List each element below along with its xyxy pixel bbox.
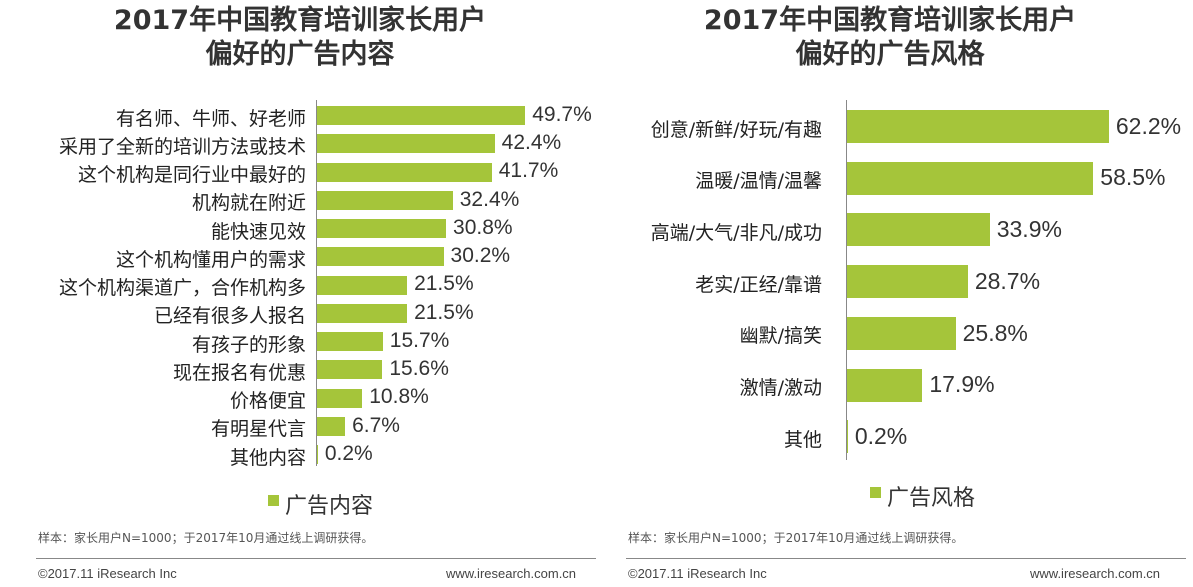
category-label: 有名师、牛师、好老师 [115, 107, 306, 130]
category-label: 这个机构懂用户的需求 [115, 248, 306, 271]
category-label: 已经有很多人报名 [153, 305, 306, 328]
website-right: www.iresearch.com.cn [1030, 566, 1161, 581]
data-label: 15.6% [389, 357, 449, 381]
category-label: 其他内容 [229, 446, 306, 469]
category-label: 有孩子的形象 [191, 333, 306, 356]
category-label: 这个机构是同行业中最好的 [77, 164, 306, 186]
category-label: 其他 [783, 428, 822, 451]
category-label: 老实/正经/靠谱 [695, 273, 822, 296]
bar [847, 161, 1094, 195]
y-axis [316, 100, 317, 466]
bar [317, 332, 383, 351]
sample-note: 样本：家长用户N=1000；于2017年10月通过线上调研获得。 [38, 531, 374, 545]
divider [36, 558, 596, 559]
data-label: 30.8% [453, 215, 513, 239]
data-label: 15.7% [389, 328, 450, 352]
bar [317, 190, 453, 210]
category-label: 有明星代言 [210, 418, 306, 441]
legend-label: 广告内容 [285, 494, 374, 519]
bar [847, 420, 848, 454]
bar [847, 368, 923, 402]
data-label: 41.7% [498, 159, 559, 183]
category-label: 能快速见效 [210, 220, 306, 243]
website: www.iresearch.com.cn [446, 566, 577, 581]
bar [317, 219, 447, 238]
chart-title: 2017年中国教育培训家长用户 偏好的广告内容 [113, 5, 487, 70]
bar [847, 316, 956, 350]
legend-swatch [870, 486, 881, 498]
category-label: 这个机构渠道广，合作机构多 [58, 277, 306, 299]
bar [317, 445, 318, 464]
data-label: 30.2% [450, 244, 511, 268]
bar [317, 134, 495, 154]
data-label: 62.2% [1115, 112, 1182, 139]
data-label: 28.7% [974, 267, 1041, 294]
category-label: 创意/新鲜/好玩/有趣 [650, 118, 822, 141]
bar [317, 360, 383, 380]
bar [317, 275, 408, 295]
chart-title: 2017年中国教育培训家长用户 偏好的广告风格 [703, 5, 1077, 70]
data-label: 6.7% [352, 413, 400, 437]
data-label: 17.9% [929, 371, 995, 398]
bar [847, 110, 1109, 143]
data-label: 25.8% [962, 319, 1028, 346]
copyright: ©2017.11 iResearch Inc [38, 566, 177, 581]
category-label: 采用了全新的培训方法或技术 [58, 135, 306, 158]
bar [317, 388, 363, 408]
data-label: 21.5% [414, 272, 474, 296]
bar [317, 162, 492, 182]
category-label: 温暖/温情/温馨 [695, 170, 822, 193]
data-label: 0.2% [854, 422, 908, 449]
data-label: 0.2% [324, 441, 373, 465]
copyright-right: ©2017.11 iResearch Inc [628, 566, 767, 581]
bar [847, 213, 990, 247]
category-label: 高端/大气/非凡/成功 [650, 221, 822, 244]
bar [317, 303, 408, 323]
data-label: 33.9% [996, 216, 1062, 243]
data-label: 32.4% [459, 187, 520, 211]
data-label: 10.8% [369, 385, 429, 409]
legend: 广告风格 [870, 480, 975, 512]
sample-note-right: 样本：家长用户N=1000；于2017年10月通过线上调研获得。 [628, 531, 964, 545]
data-label: 42.4% [501, 131, 562, 155]
bar [847, 265, 968, 299]
bar [317, 247, 444, 267]
category-label: 现在报名有优惠 [172, 361, 306, 384]
divider-right [626, 558, 1186, 559]
category-label: 机构就在附近 [191, 192, 306, 215]
data-label: 49.7% [532, 102, 592, 126]
y-axis [846, 100, 847, 460]
bar [317, 416, 346, 436]
legend: 广告内容 [268, 488, 373, 520]
legend-swatch [268, 494, 279, 506]
category-label: 幽默/搞笑 [739, 325, 822, 348]
legend-label: 广告风格 [887, 486, 976, 511]
category-label: 价格便宜 [229, 390, 306, 412]
data-label: 58.5% [1100, 164, 1166, 191]
bar [317, 106, 526, 125]
data-label: 21.5% [414, 300, 474, 324]
category-label: 激情/激动 [739, 377, 822, 399]
